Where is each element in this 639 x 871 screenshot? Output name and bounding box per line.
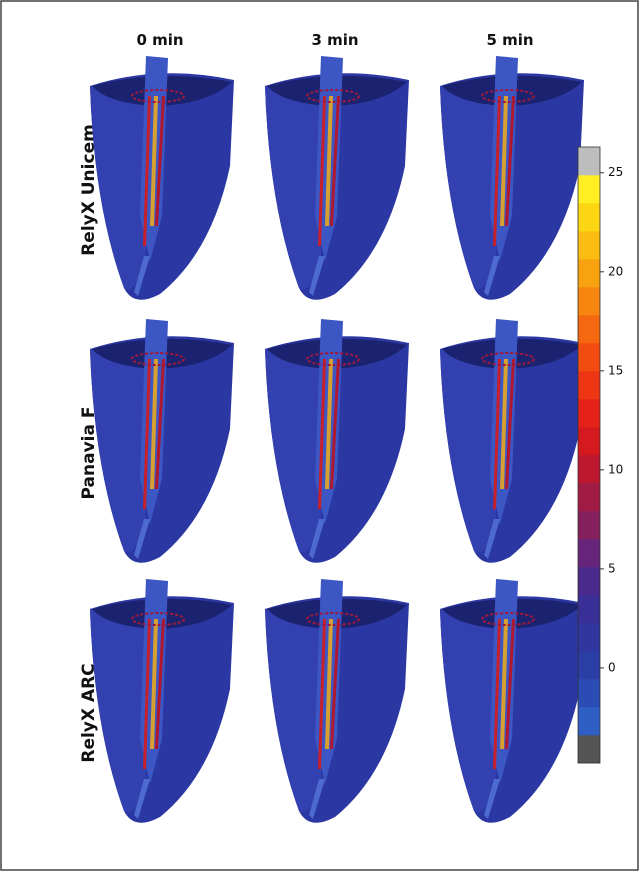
colorbar-tick-label: 0 xyxy=(608,660,616,674)
colorbar-segment xyxy=(578,483,600,512)
colorbar-segment xyxy=(578,539,600,568)
colorbar-tick-label: 5 xyxy=(608,561,616,575)
colorbar-segment xyxy=(578,623,600,652)
colorbar-segment xyxy=(578,343,600,372)
column-label: 0 min xyxy=(136,31,183,49)
colorbar-segment xyxy=(578,651,600,680)
colorbar-segment xyxy=(578,679,600,708)
colorbar-segment xyxy=(578,203,600,232)
colorbar-segment xyxy=(578,707,600,736)
colorbar-segment xyxy=(578,735,600,764)
colorbar-segment xyxy=(578,511,600,540)
colorbar-segment xyxy=(578,567,600,596)
colorbar-segment xyxy=(578,427,600,456)
colorbar-segment xyxy=(578,455,600,484)
panel-grid: 0 min 3 min 5 min RelyX Unicem Panavia F Rely… xyxy=(79,31,586,824)
row-label: RelyX ARC xyxy=(79,663,99,762)
colorbar-tick-label: 10 xyxy=(608,462,623,476)
colorbar-segment xyxy=(578,287,600,316)
colorbar: 0 5 10 15 20 25 xyxy=(577,146,623,764)
colorbar-segment xyxy=(578,259,600,288)
colorbar-segment xyxy=(578,399,600,428)
row-label: RelyX Unicem xyxy=(79,124,99,256)
colorbar-tick-label: 15 xyxy=(608,363,623,377)
column-label: 5 min xyxy=(486,31,533,49)
colorbar-segment xyxy=(578,315,600,344)
colorbar-tick-label: 20 xyxy=(608,264,623,278)
colorbar-segment xyxy=(578,595,600,624)
colorbar-frame xyxy=(577,146,601,764)
colorbar-segment xyxy=(578,231,600,260)
colorbar-tick-label: 25 xyxy=(608,165,623,179)
colorbar-segment xyxy=(578,371,600,400)
row-label: Panavia F xyxy=(79,407,99,500)
colorbar-segment xyxy=(578,147,600,176)
column-label: 3 min xyxy=(311,31,358,49)
colorbar-segment xyxy=(578,175,600,204)
